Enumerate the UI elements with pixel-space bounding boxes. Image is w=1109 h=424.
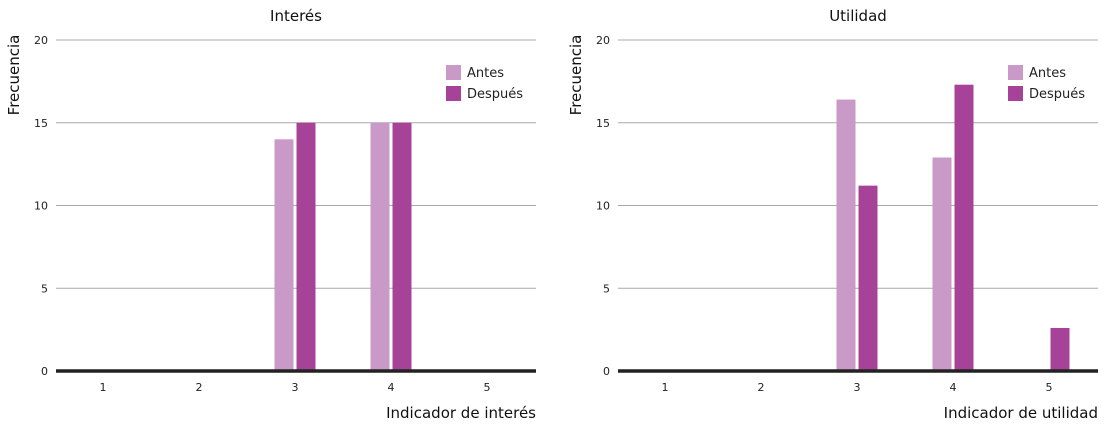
y-tick-label: 20: [596, 34, 610, 47]
x-tick-label: 2: [758, 381, 765, 394]
bar-antes-4: [932, 157, 952, 371]
legend-label: Después: [467, 87, 523, 102]
y-tick-label: 20: [34, 34, 48, 47]
bar-antes-3: [274, 139, 294, 371]
x-tick-label: 4: [388, 381, 395, 394]
y-axis-label: Frecuencia: [567, 35, 585, 116]
x-tick-label: 2: [196, 381, 203, 394]
legend: Antes Después: [446, 65, 523, 102]
x-tick-label: 5: [1046, 381, 1053, 394]
y-tick-label: 5: [603, 282, 610, 295]
y-tick-label: 10: [596, 200, 610, 213]
bars: [836, 84, 1070, 371]
x-tick-label: 1: [100, 381, 107, 394]
y-tick-label: 5: [41, 282, 48, 295]
legend: Antes Después: [1008, 65, 1085, 102]
y-tick-label: 0: [41, 365, 48, 378]
legend-swatch: [1008, 86, 1023, 101]
legend-swatch: [446, 65, 461, 80]
legend-label: Antes: [467, 66, 504, 81]
y-tick-labels: 0 5 10 15 20: [34, 34, 48, 378]
chart-panel-utilidad: Utilidad Frecuencia Indicador de utilida…: [567, 7, 1098, 422]
legend-label: Después: [1029, 87, 1085, 102]
bar-despus-4: [392, 122, 412, 371]
bar-antes-4: [370, 122, 390, 371]
x-axis-label: Indicador de utilidad: [944, 404, 1098, 422]
bars: [274, 122, 412, 371]
chart-title: Utilidad: [829, 7, 887, 25]
bar-despus-3: [858, 185, 878, 371]
x-tick-label: 3: [854, 381, 861, 394]
x-tick-labels: 1 2 3 4 5: [662, 381, 1053, 394]
y-tick-labels: 0 5 10 15 20: [596, 34, 610, 378]
legend-swatch: [1008, 65, 1023, 80]
y-tick-label: 10: [34, 200, 48, 213]
bar-despus-4: [954, 84, 974, 371]
x-tick-label: 1: [662, 381, 669, 394]
chart-title: Interés: [270, 7, 322, 25]
gridlines: [618, 39, 1098, 289]
bar-despus-3: [296, 122, 316, 371]
legend-swatch: [446, 86, 461, 101]
gridlines: [56, 39, 536, 289]
y-tick-label: 15: [596, 117, 610, 130]
x-tick-label: 4: [950, 381, 957, 394]
y-axis-label: Frecuencia: [5, 35, 23, 116]
chart-panel-interes: Interés Frecuencia Indicador de interés …: [5, 7, 536, 422]
x-axis-label: Indicador de interés: [386, 404, 536, 422]
legend-label: Antes: [1029, 66, 1066, 81]
x-tick-label: 5: [484, 381, 491, 394]
x-tick-label: 3: [292, 381, 299, 394]
y-tick-label: 15: [34, 117, 48, 130]
y-tick-label: 0: [603, 365, 610, 378]
x-tick-labels: 1 2 3 4 5: [100, 381, 491, 394]
bar-antes-3: [836, 99, 856, 371]
bar-despus-5: [1050, 327, 1070, 371]
